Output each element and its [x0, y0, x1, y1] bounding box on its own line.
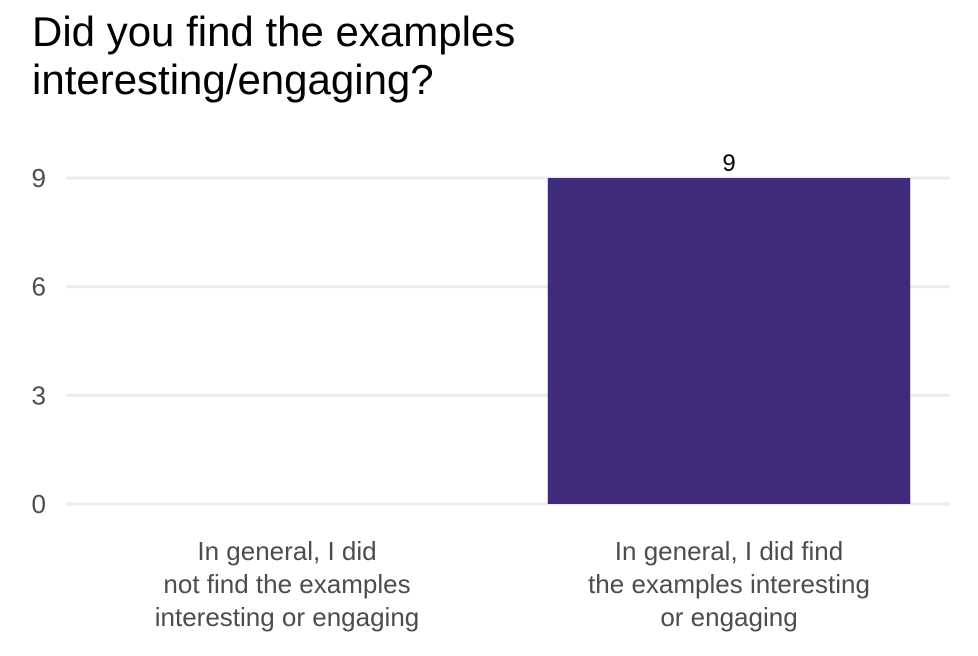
- bars: [547, 178, 911, 504]
- y-axis-ticks: 0 3 6 9: [32, 163, 46, 519]
- x-tick-label: In general, I did: [197, 536, 376, 566]
- data-labels: 9: [722, 150, 735, 177]
- chart-title: Did you find the examples interesting/en…: [32, 8, 515, 104]
- chart-title-line-2: interesting/engaging?: [32, 56, 434, 103]
- y-tick-label: 6: [32, 272, 46, 302]
- x-tick-label: the examples interesting: [588, 569, 870, 599]
- y-tick-label: 3: [32, 380, 46, 410]
- data-label-2: 9: [722, 150, 735, 177]
- x-tick-label: not find the examples: [163, 569, 410, 599]
- x-tick-label: or engaging: [660, 602, 797, 632]
- bar-2: [547, 178, 911, 504]
- y-tick-label: 0: [32, 489, 46, 519]
- x-tick-label: interesting or engaging: [155, 602, 420, 632]
- x-tick-label: In general, I did find: [615, 536, 843, 566]
- chart-title-line-1: Did you find the examples: [32, 8, 516, 55]
- y-tick-label: 9: [32, 163, 46, 193]
